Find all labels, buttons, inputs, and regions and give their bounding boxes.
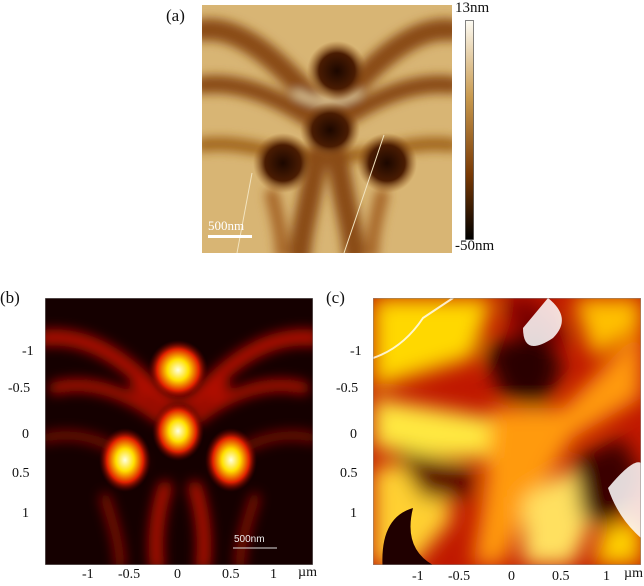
b-y-tick: 0.5 [12, 466, 30, 481]
panel-b-scalebar-label: 500nm [234, 534, 265, 545]
b-x-tick: -1 [82, 567, 94, 582]
b-x-unit: µm [298, 565, 317, 580]
simulated-intensity-map [45, 298, 313, 565]
colorbar-min-label: -50nm [455, 238, 495, 254]
b-x-tick: 0 [174, 567, 181, 582]
c-y-tick: -1 [350, 344, 362, 359]
b-x-tick: 0.5 [222, 567, 240, 582]
simulated-phase-map [373, 298, 641, 565]
c-x-tick: 0.5 [552, 569, 570, 584]
bright-spot [152, 401, 204, 461]
afm-topography-image [202, 5, 452, 253]
panel-c-label: (c) [326, 288, 345, 307]
bright-spot [99, 428, 151, 492]
bright-spot [205, 428, 257, 492]
c-y-tick: 1 [350, 506, 357, 521]
panel-a-scalebar-label: 500nm [208, 218, 245, 233]
b-y-tick: -0.5 [8, 381, 31, 396]
bright-spot [148, 340, 208, 400]
b-x-tick: 1 [270, 567, 277, 582]
panel-b-label: (b) [0, 288, 20, 307]
c-x-tick: -0.5 [448, 569, 471, 584]
colorbar [465, 20, 474, 240]
c-y-tick: 0.5 [340, 466, 358, 481]
c-x-tick: -1 [412, 569, 424, 584]
panel-a-label: (a) [166, 6, 185, 25]
b-y-tick: 1 [22, 506, 29, 521]
c-x-tick: 1 [603, 569, 610, 584]
c-x-tick: 0 [508, 569, 515, 584]
scale-bar [208, 235, 252, 238]
colorbar-max-label: 13nm [455, 0, 490, 16]
b-x-tick: -0.5 [118, 567, 141, 582]
b-y-tick: -1 [22, 344, 34, 359]
b-y-tick: 0 [22, 427, 29, 442]
c-y-tick: 0 [350, 427, 357, 442]
c-y-tick: -0.5 [336, 381, 359, 396]
c-x-unit: µm [624, 566, 643, 581]
